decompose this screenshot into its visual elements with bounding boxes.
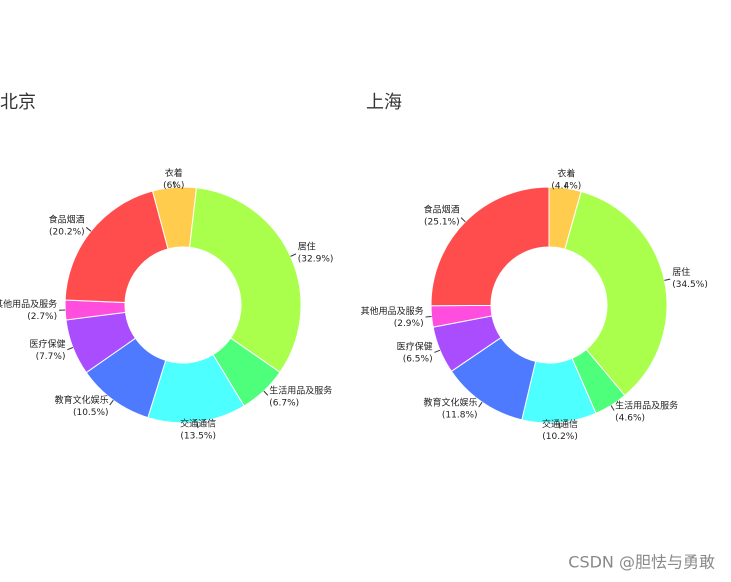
leader-line xyxy=(564,182,567,189)
leader-line xyxy=(478,401,483,408)
slice-value-label: (13.5%) xyxy=(180,432,216,442)
slice-label: 生活用品及服务 xyxy=(615,400,678,412)
slice-label: 食品烟酒 xyxy=(49,214,85,226)
donut-slice xyxy=(189,187,302,373)
slice-value-label: (7.7%) xyxy=(36,352,66,362)
slice-label: 教育文化娱乐 xyxy=(424,396,478,408)
donut-slice xyxy=(564,190,668,397)
leader-line xyxy=(460,217,466,223)
slice-value-label: (2.7%) xyxy=(27,312,57,322)
leader-line xyxy=(196,422,199,429)
leader-line xyxy=(290,253,297,257)
leader-line xyxy=(67,347,74,351)
slice-label: 交通通信 xyxy=(180,418,216,430)
slice-label: 居住 xyxy=(672,266,690,278)
slice-label: 衣着 xyxy=(165,167,183,179)
slice-value-label: (32.9%) xyxy=(298,255,334,265)
leader-line xyxy=(85,227,92,232)
watermark: CSDN @胆怯与勇敢 xyxy=(568,553,715,572)
slice-value-label: (10.5%) xyxy=(73,408,109,418)
slice-label: 交通通信 xyxy=(542,418,578,430)
slice-value-label: (6.7%) xyxy=(269,398,299,408)
slice-label: 教育文化娱乐 xyxy=(55,394,109,406)
slice-label: 医疗保健 xyxy=(397,341,433,353)
leader-line xyxy=(425,315,432,318)
leader-line xyxy=(664,278,671,281)
leader-line xyxy=(263,390,269,396)
chart-title: 上海 xyxy=(366,92,402,113)
slice-label: 其他用品及服务 xyxy=(0,298,57,310)
slice-value-label: (4.6%) xyxy=(615,414,645,424)
slice-value-label: (10.2%) xyxy=(542,432,578,442)
slice-value-label: (6.5%) xyxy=(403,355,433,365)
slice-value-label: (6%) xyxy=(163,181,184,191)
slice-value-label: (11.8%) xyxy=(442,410,478,420)
leader-line xyxy=(558,422,561,429)
slice-value-label: (20.2%) xyxy=(49,228,85,238)
slice-label: 生活用品及服务 xyxy=(269,384,332,396)
slice-label: 医疗保健 xyxy=(29,338,65,350)
donut-slice xyxy=(64,190,169,304)
slice-label: 食品烟酒 xyxy=(424,204,460,216)
slice-value-label: (25.1%) xyxy=(424,218,460,228)
chart-title: 北京 xyxy=(0,92,36,113)
slice-value-label: (4.4%) xyxy=(551,182,581,192)
donut-slice xyxy=(430,186,550,307)
leader-line xyxy=(610,405,615,411)
slice-label: 其他用品及服务 xyxy=(361,305,424,317)
leader-line xyxy=(109,399,114,406)
leader-line xyxy=(434,349,441,353)
slice-label: 衣着 xyxy=(557,168,575,180)
slice-value-label: (34.5%) xyxy=(672,280,708,290)
slice-value-label: (2.9%) xyxy=(394,319,424,329)
slice-label: 居住 xyxy=(298,241,316,253)
